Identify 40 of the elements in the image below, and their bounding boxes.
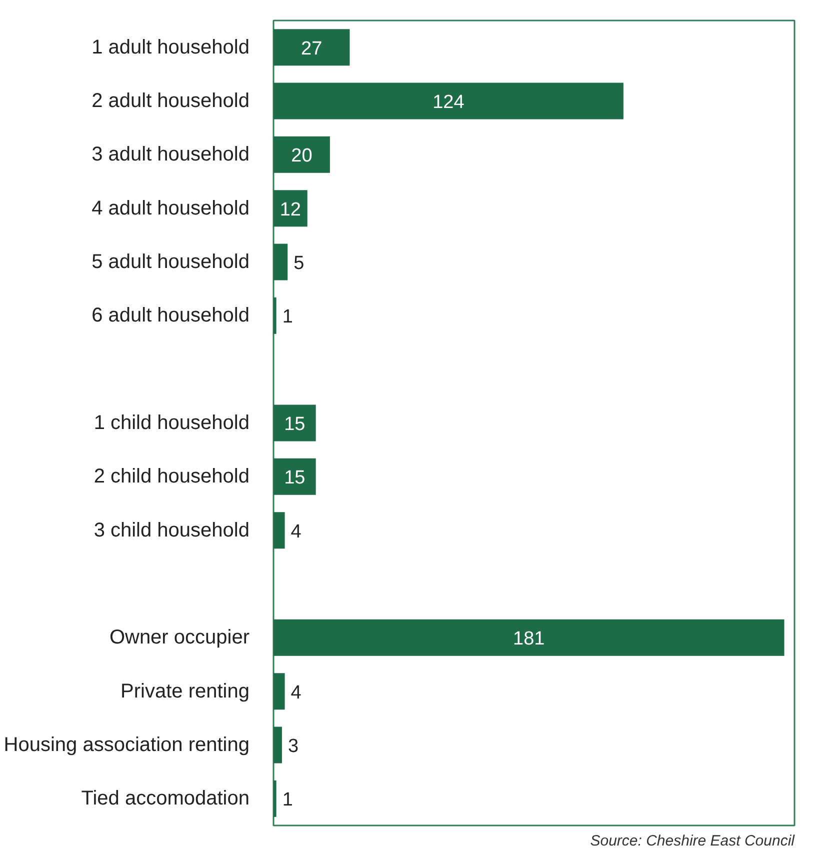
data-label: 4	[290, 682, 302, 704]
y-tick-label: 3 child household	[94, 519, 250, 542]
y-tick-label: 2 adult household	[92, 90, 250, 112]
y-tick-label: 4 adult household	[92, 197, 250, 220]
data-label: 20	[291, 146, 312, 167]
bar	[274, 404, 316, 442]
data-label: 3	[288, 736, 299, 757]
data-label: 12	[280, 199, 302, 220]
y-tick-label: Housing association renting	[4, 734, 250, 756]
bar	[274, 726, 282, 764]
bar	[274, 458, 316, 495]
data-label: 15	[284, 414, 306, 435]
y-tick-label: 2 child household	[94, 466, 250, 488]
data-label: 181	[513, 628, 545, 650]
data-label: 4	[290, 521, 302, 542]
data-label: 1	[282, 790, 293, 811]
bar	[274, 673, 285, 710]
y-tick-label: 5 adult household	[92, 251, 250, 273]
source-note: Source: Cheshire East Council	[590, 832, 796, 850]
bar	[274, 82, 624, 120]
data-label: 15	[284, 468, 306, 489]
bar	[274, 29, 350, 66]
data-label: 1	[282, 306, 293, 328]
y-tick-label: Tied accomodation	[81, 788, 250, 810]
data-label: 27	[301, 38, 322, 60]
y-tick-label: Owner occupier	[109, 626, 250, 649]
y-tick-label: 1 adult household	[92, 36, 250, 58]
data-label: 5	[294, 253, 304, 274]
data-label: 124	[432, 92, 465, 113]
bar	[274, 619, 784, 656]
bar	[274, 780, 276, 817]
bar	[274, 136, 330, 173]
y-tick-label: 1 child household	[94, 412, 250, 434]
bar	[274, 190, 308, 227]
bar	[274, 512, 285, 549]
bar	[274, 297, 276, 334]
y-tick-label: 3 adult household	[92, 144, 250, 166]
y-tick-label: Private renting	[120, 680, 250, 702]
bar	[274, 244, 288, 280]
y-tick-label: 6 adult household	[92, 304, 250, 327]
